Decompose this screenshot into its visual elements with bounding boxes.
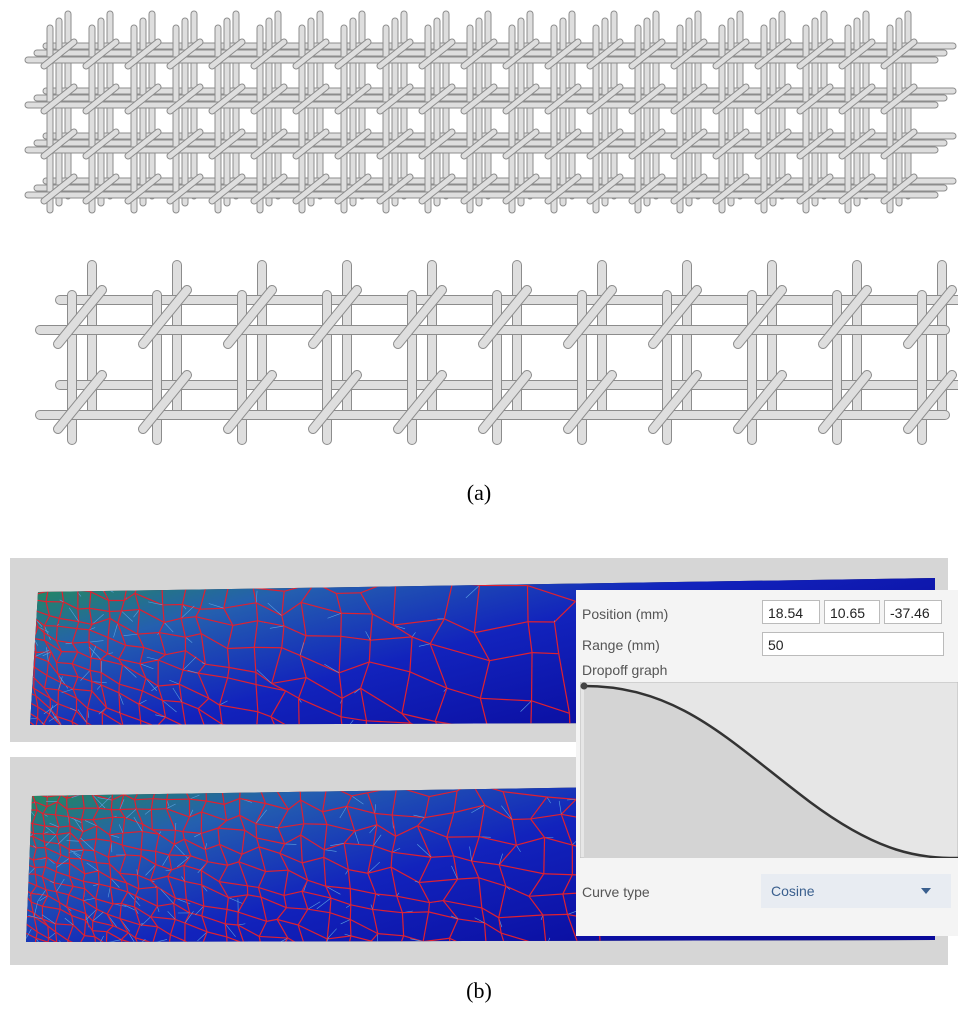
dropoff-graph	[580, 682, 958, 858]
cell-edge	[23, 743, 38, 745]
cell-edge	[306, 636, 341, 637]
cell-fiber	[363, 746, 375, 754]
cell-edge	[48, 926, 49, 938]
settings-panel: Position (mm) 18.54 10.65 -37.46 Range (…	[576, 590, 958, 936]
cell-edge	[43, 834, 56, 835]
cell-edge	[91, 743, 103, 745]
field-label: Position (mm)	[582, 606, 668, 622]
cell-edge	[341, 613, 342, 636]
cell-edge	[35, 867, 45, 868]
cell-edge	[120, 809, 137, 810]
cell-edge	[76, 745, 91, 750]
dropdown-arrow	[921, 888, 931, 894]
cell-edge	[350, 919, 351, 935]
cell-edge	[179, 742, 207, 752]
cell-edge	[169, 855, 191, 856]
cell-edge	[48, 745, 57, 751]
range-input[interactable]: 50	[762, 632, 944, 656]
cell-fiber	[80, 745, 91, 755]
cell-edge	[152, 830, 175, 831]
cell-edge	[512, 819, 531, 820]
lattice	[28, 14, 958, 440]
cell-edge	[44, 633, 45, 641]
cell-edge	[402, 912, 428, 913]
select-value: Cosine	[771, 883, 815, 899]
position-y[interactable]: 10.65	[824, 600, 880, 624]
cell-edge	[151, 809, 166, 810]
cell-edge	[69, 858, 81, 859]
cell-edge	[60, 903, 61, 910]
cell-edge	[527, 586, 528, 622]
field-label: Curve type	[582, 884, 650, 900]
cell-edge	[110, 611, 122, 612]
cell-edge	[256, 824, 257, 838]
cell-edge	[544, 838, 545, 874]
cell-edge	[304, 824, 327, 825]
cell-edge	[34, 657, 35, 668]
cell-edge	[350, 889, 351, 905]
cell-edge	[84, 850, 95, 851]
cell-edge	[96, 826, 97, 839]
handle[interactable]	[581, 683, 588, 690]
position-z[interactable]: -37.46	[884, 600, 942, 624]
cell-edge	[56, 863, 57, 871]
cell-edge	[126, 855, 141, 856]
cell-edge	[78, 608, 90, 609]
cell-edge	[136, 809, 151, 810]
cell-edge	[341, 613, 372, 614]
field-label: Range (mm)	[582, 637, 660, 653]
field-label: Dropoff graph	[582, 662, 667, 678]
cell-edge	[57, 750, 75, 751]
curve-select[interactable]: Cosine	[761, 874, 951, 908]
cell-edge	[122, 833, 123, 845]
panel-label: (a)	[0, 480, 958, 506]
position-x[interactable]: 18.54	[762, 600, 820, 624]
panel-label: (b)	[0, 978, 958, 1004]
cell-edge	[184, 865, 185, 881]
cell-edge	[98, 871, 99, 884]
cell-fiber	[27, 966, 33, 971]
figure: (a) (b) Position (mm) 18.54 10.65 -37.46…	[0, 0, 958, 1014]
cell-edge	[336, 593, 360, 594]
cell-edge	[543, 914, 568, 915]
